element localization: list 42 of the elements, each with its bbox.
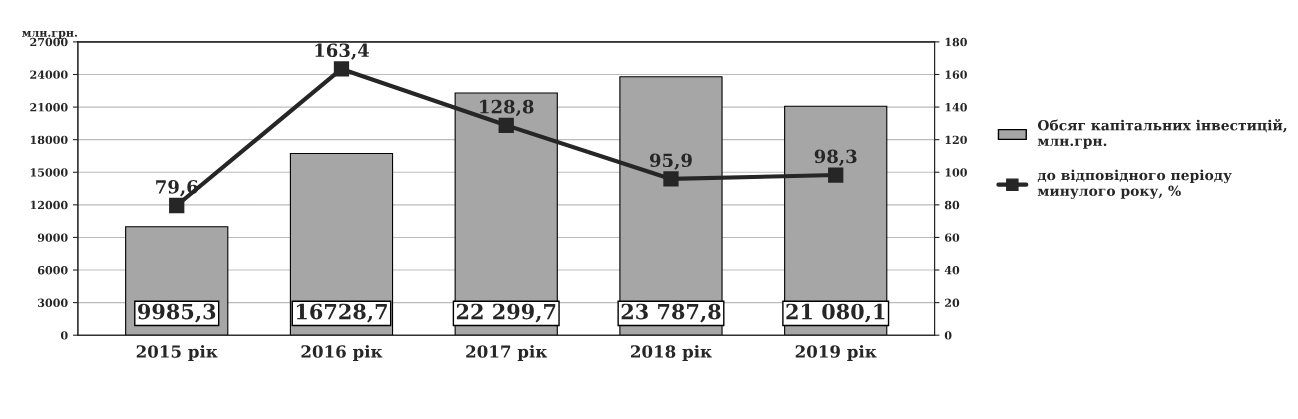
data-label: 98,3 xyxy=(814,149,857,166)
y2-tick-label: 40 xyxy=(944,266,960,275)
y2-tick-label: 20 xyxy=(945,298,960,307)
y2-tick-label: 140 xyxy=(945,103,967,112)
point xyxy=(828,167,844,183)
y-tick-label: 0 xyxy=(60,331,68,340)
y2-tick-label: 60 xyxy=(944,233,960,242)
y2-tick-label: 160 xyxy=(945,70,967,79)
data-label: 9985,3 xyxy=(137,303,216,323)
data-label: 16728,7 xyxy=(296,303,387,323)
y2-tick-label: 180 xyxy=(945,37,967,47)
y-axis-title: млн.грн. xyxy=(22,30,77,39)
data-label: 23 787,8 xyxy=(621,303,721,323)
data-label: 21 080,1 xyxy=(786,303,885,323)
point xyxy=(663,171,679,187)
y2-tick-label: 100 xyxy=(945,168,967,177)
y-tick-label: 6000 xyxy=(37,266,68,275)
y-tick-label: 21000 xyxy=(30,103,68,112)
point xyxy=(169,197,185,214)
point xyxy=(333,61,350,77)
y-tick-label: 15000 xyxy=(30,168,68,177)
point xyxy=(498,117,514,133)
y-tick-label: 18000 xyxy=(30,135,68,145)
y-tick-label: 3000 xyxy=(38,298,68,307)
data-label: 163,4 xyxy=(315,43,369,60)
data-label: 128,8 xyxy=(480,99,534,117)
y2-tick-label: 0 xyxy=(944,331,952,340)
y2-tick-label: 80 xyxy=(944,200,960,210)
y2-tick-label: 120 xyxy=(945,135,967,145)
data-label: 22 299,7 xyxy=(456,303,556,323)
x-tick-label: 2015 рік xyxy=(136,344,218,362)
x-tick-label: 2016 рік xyxy=(301,344,383,362)
data-label: 95,9 xyxy=(649,153,692,170)
x-tick-label: 2019 рік xyxy=(795,344,877,362)
x-tick-label: 2017 рік xyxy=(466,344,548,362)
x-tick-label: 2018 рік xyxy=(630,344,712,362)
y-tick-label: 9000 xyxy=(37,233,68,242)
y-tick-label: 12000 xyxy=(30,200,68,210)
legend-label: до відповідного періоду минулого року, % xyxy=(1037,169,1232,199)
y-tick-label: 27000 xyxy=(30,37,68,47)
legend-label: Обсяг капітальних інвестицій, млн.грн. xyxy=(1037,118,1287,149)
y-tick-label: 24000 xyxy=(30,70,68,79)
